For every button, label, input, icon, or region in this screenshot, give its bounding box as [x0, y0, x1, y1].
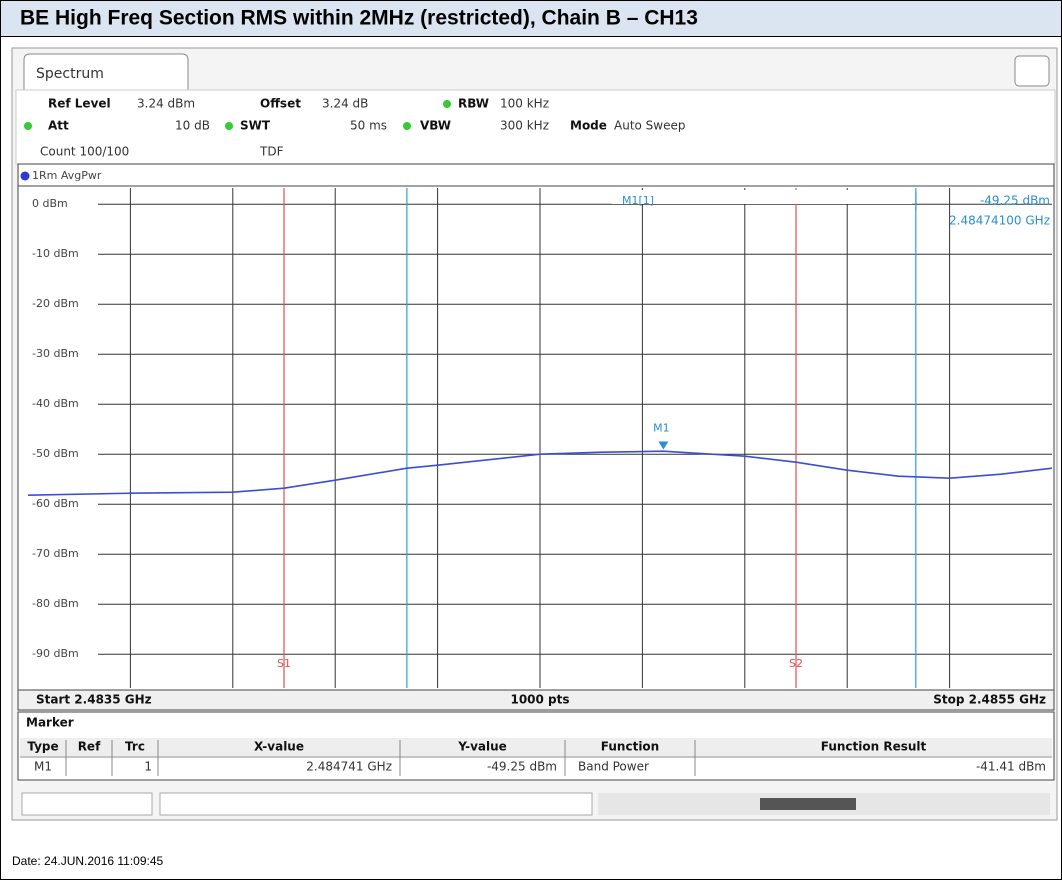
limit-label: S2 [789, 657, 803, 670]
menu-button[interactable] [1014, 55, 1050, 87]
table-cell: -41.41 dBm [976, 760, 1046, 774]
marker [658, 441, 669, 450]
table-cell: M1 [34, 760, 52, 774]
table-cell: -49.25 dBm [487, 760, 557, 774]
title-bar [0, 0, 1062, 37]
status-field [21, 792, 153, 816]
y-tick-label: -70 dBm [32, 547, 79, 560]
date: Date: 24.JUN.2016 11:09:45 [12, 854, 164, 868]
trace-indicator [20, 171, 30, 181]
column-header: Y-value [457, 740, 507, 754]
settings-panel [15, 89, 1056, 165]
y-tick-label: -80 dBm [32, 597, 79, 610]
table-cell: 1 [144, 760, 152, 774]
diagram-frame [17, 163, 1055, 691]
x-axis-bar [17, 689, 1055, 711]
setting-value: 300 kHz [500, 119, 549, 133]
setting-label: Mode [570, 119, 607, 133]
setting-value: Count 100/100 [40, 145, 129, 159]
column-header: Trc [125, 740, 145, 754]
setting-value: 50 ms [350, 119, 387, 133]
indicator [24, 122, 32, 130]
start-label: Start 2.4835 GHz [36, 693, 152, 707]
readout-name: M1[1] [622, 194, 654, 207]
readout-bg [612, 190, 912, 204]
y-tick-label: -10 dBm [32, 247, 79, 260]
setting-label: RBW [458, 97, 489, 111]
table-cell: 2.484741 GHz [306, 760, 392, 774]
setting-value: Auto Sweep [614, 119, 686, 133]
plot: 0 dBm -10 dBm -20 dBm -30 dBm -40 dBm -50 dBm… [27, 188, 1053, 688]
setting-label: Offset [260, 97, 301, 111]
column-header: Type [27, 740, 58, 754]
y-tick-label: 0 dBm [32, 197, 68, 210]
setting-value: 100 kHz [500, 97, 549, 111]
setting-value: 3.24 dB [322, 97, 368, 111]
table-header-bg [20, 738, 1052, 756]
setting-label: VBW [420, 119, 451, 133]
tab[interactable] [23, 53, 189, 90]
indicator [225, 122, 233, 130]
column-header: Function Result [821, 740, 927, 754]
table-body: Type Ref Trc X-value Y-value Function Function… [20, 738, 1052, 776]
y-tick-label: -60 dBm [32, 497, 79, 510]
setting-value: 3.24 dBm [137, 97, 195, 111]
marker-label: M1 [653, 421, 670, 434]
y-tick-label: -90 dBm [32, 647, 79, 660]
limit-label: S1 [277, 657, 291, 670]
column-header: Ref [78, 740, 101, 754]
trace [27, 450, 1053, 496]
table-title: Marker [26, 716, 74, 730]
points-label: 1000 pts [510, 693, 569, 707]
indicator [443, 100, 451, 108]
readout-freq: 2.48474100 GHz [949, 214, 1050, 228]
setting-label: SWT [240, 119, 271, 133]
indicator [403, 122, 411, 130]
setting-label: Ref Level [48, 97, 111, 111]
stop-label: Stop 2.4855 GHz [933, 693, 1046, 707]
y-tick-label: -40 dBm [32, 397, 79, 410]
table-cell: Band Power [578, 760, 649, 774]
column-header: X-value [254, 740, 304, 754]
setting-value: 10 dB [175, 119, 210, 133]
status-field [159, 792, 593, 816]
column-header: Function [601, 740, 659, 754]
y-tick-label: -30 dBm [32, 347, 79, 360]
setting-label: Att [48, 119, 69, 133]
trace-label: 1Rm AvgPwr [32, 169, 102, 182]
readout-level: -49.25 dBm [980, 194, 1050, 208]
setting-value: TDF [259, 145, 284, 159]
y-tick-label: -20 dBm [32, 297, 79, 310]
y-tick-label: -50 dBm [32, 447, 79, 460]
tab-label[interactable]: Spectrum [36, 66, 104, 82]
progress [760, 798, 856, 810]
title: BE High Freq Section RMS within 2MHz (re… [20, 7, 698, 30]
